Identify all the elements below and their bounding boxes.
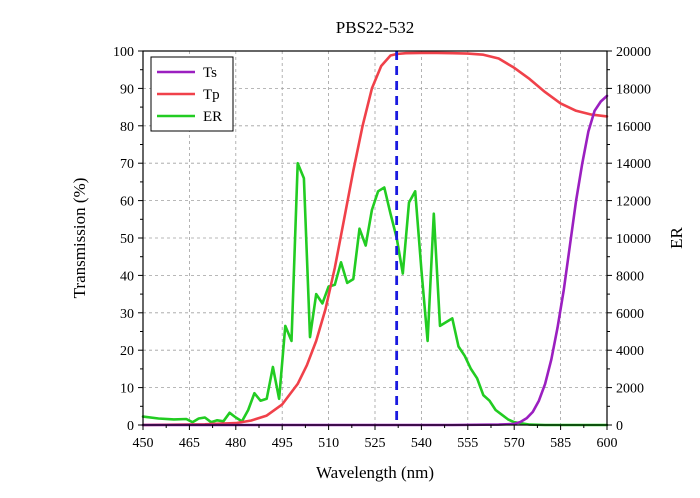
x-tick-label: 525 [365, 436, 386, 451]
y-tick-label: 30 [120, 307, 134, 322]
legend-label-ts: Ts [203, 65, 217, 81]
y-axis-title: Transmission (%) [70, 178, 89, 299]
x-tick-label: 540 [411, 436, 432, 451]
series-line-tp [141, 51, 609, 427]
y2-tick-label: 14000 [616, 157, 651, 172]
y-tick-label: 20 [120, 344, 134, 359]
x-tick-label: 585 [550, 436, 571, 451]
y-tick-label: 100 [113, 45, 134, 60]
y2-tick-label: 2000 [616, 382, 644, 397]
y2-tick-label: 10000 [616, 232, 651, 247]
y2-tick-label: 12000 [616, 195, 651, 210]
y-tick-label: 60 [120, 195, 134, 210]
x-tick-label: 465 [179, 436, 200, 451]
x-tick-label: 600 [597, 436, 618, 451]
y-tick-label: 70 [120, 157, 134, 172]
legend-label-tp: Tp [203, 87, 220, 103]
y2-axis-title: ER [667, 226, 686, 248]
y-tick-label: 80 [120, 120, 134, 135]
legend-label-er: ER [203, 109, 222, 125]
x-tick-label: 450 [133, 436, 154, 451]
x-tick-label: 570 [504, 436, 525, 451]
x-tick-label: 480 [225, 436, 246, 451]
y2-tick-label: 0 [616, 419, 623, 434]
series-line-er [141, 161, 609, 427]
x-tick-label: 555 [457, 436, 478, 451]
y2-tick-label: 8000 [616, 269, 644, 284]
y-tick-label: 90 [120, 82, 134, 97]
y2-tick-label: 20000 [616, 45, 651, 60]
x-tick-label: 495 [272, 436, 293, 451]
chart-title: PBS22-532 [336, 18, 414, 37]
y2-tick-label: 16000 [616, 120, 651, 135]
y2-tick-label: 4000 [616, 344, 644, 359]
y-tick-label: 0 [127, 419, 134, 434]
x-axis-title: Wavelength (nm) [316, 463, 434, 482]
y2-tick-label: 18000 [616, 82, 651, 97]
y-tick-label: 50 [120, 232, 134, 247]
x-tick-label: 510 [318, 436, 339, 451]
y-tick-label: 10 [120, 382, 134, 397]
y2-tick-label: 6000 [616, 307, 644, 322]
y-tick-label: 40 [120, 269, 134, 284]
